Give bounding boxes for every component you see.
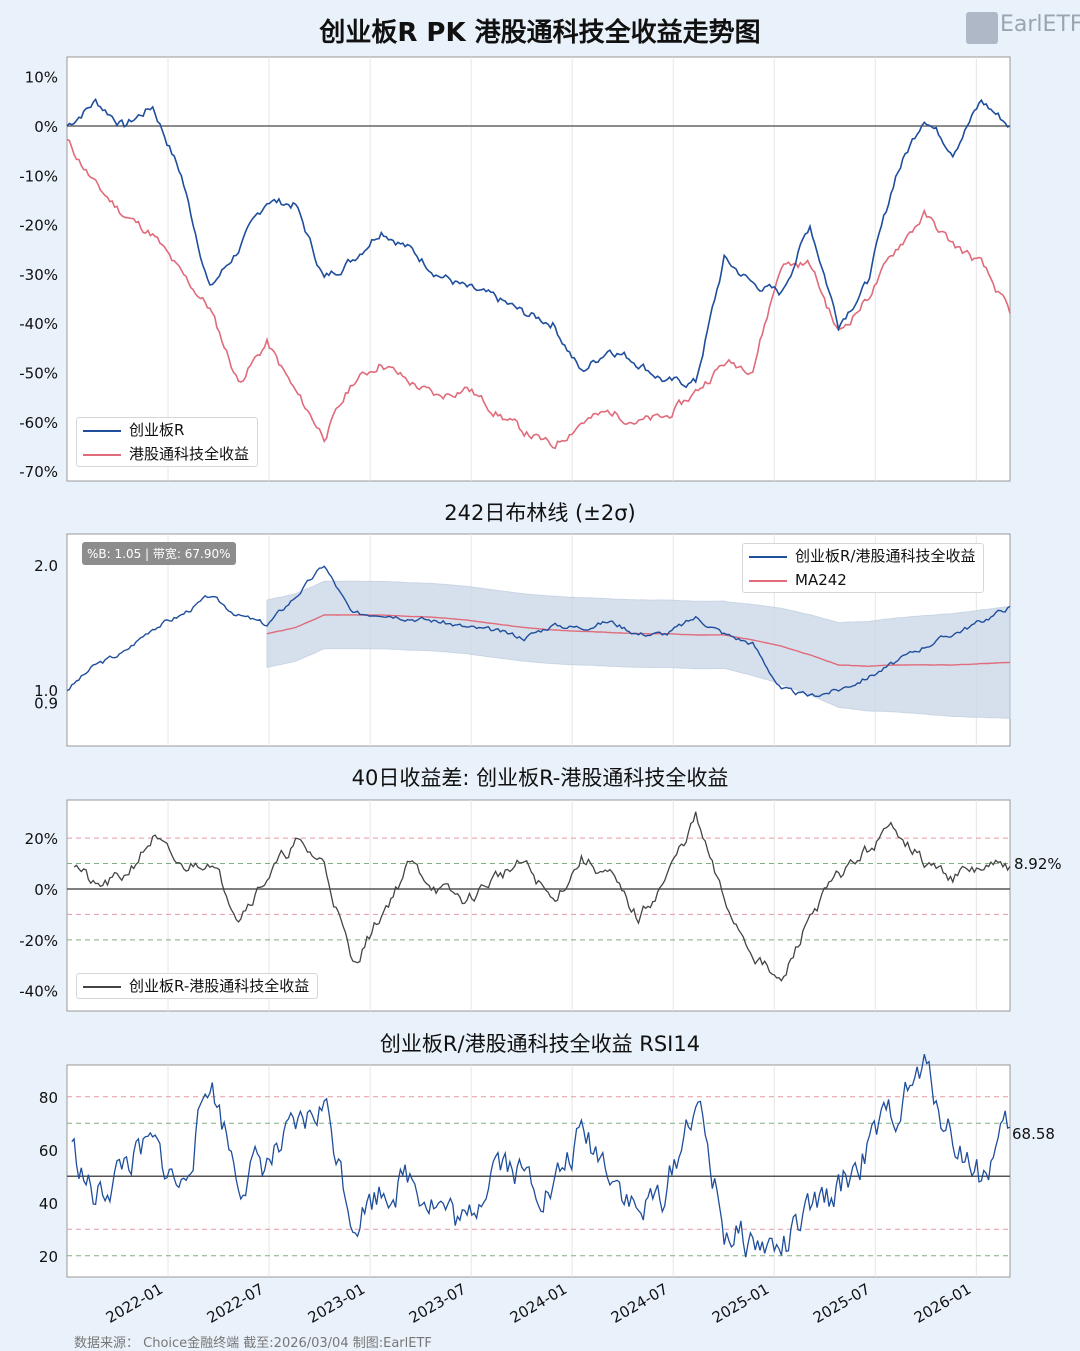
y-tick-label: -40%	[19, 983, 58, 1001]
y-tick-label: 20%	[25, 830, 58, 848]
chart-title: 创业板R PK 港股通科技全收益走势图	[319, 18, 761, 48]
legend-panel3: 创业板R-港股通科技全收益	[76, 973, 319, 999]
series-line-chinext	[66, 97, 1011, 389]
y-tick-label: -40%	[19, 315, 58, 333]
ma242-line	[266, 614, 1011, 668]
y-tick-label: -10%	[19, 167, 58, 185]
x-tick-label: 2025-01	[709, 1280, 772, 1327]
rsi-end-value: 68.58	[1012, 1125, 1055, 1143]
legend-panel1: 创业板R 港股通科技全收益	[76, 417, 259, 467]
logo-text: EarlETF	[1000, 12, 1080, 37]
legend-item-ratio: 创业板R/港股通科技全收益	[743, 544, 983, 568]
x-tick-label: 2023-01	[305, 1280, 368, 1327]
series-line-hk-tech	[66, 138, 1011, 450]
y-tick-label: 20	[39, 1248, 58, 1266]
x-tick-label: 2024-01	[507, 1280, 570, 1327]
x-tick-label: 2024-07	[608, 1280, 671, 1327]
diff-end-value: 8.92%	[1014, 855, 1062, 873]
logo-icon	[966, 12, 998, 44]
bollinger-band	[266, 580, 1011, 719]
legend-item-series-a: 创业板R	[77, 418, 257, 442]
y-tick-label: 80	[39, 1089, 58, 1107]
legend-label: 港股通科技全收益	[129, 445, 250, 463]
rsi-line	[71, 1054, 1011, 1258]
diff-line	[73, 811, 1011, 982]
y-tick-label: 2.0	[34, 557, 58, 575]
x-tick-label: 2022-01	[103, 1280, 166, 1327]
y-tick-label: -60%	[19, 414, 58, 432]
y-tick-label: -20%	[19, 217, 58, 235]
y-tick-label: 40	[39, 1195, 58, 1213]
ratio-line	[66, 565, 1011, 697]
y-tick-label: 60	[39, 1142, 58, 1160]
legend-label: 创业板R	[129, 421, 185, 439]
y-tick-label: 10%	[25, 69, 58, 87]
bollinger-badge: %B: 1.05 | 带宽: 67.90%	[82, 542, 236, 565]
x-tick-label: 2023-07	[406, 1280, 469, 1327]
x-tick-label: 2022-07	[204, 1280, 267, 1327]
legend-item-diff: 创业板R-港股通科技全收益	[77, 974, 317, 998]
y-tick-label: 0%	[34, 881, 58, 899]
panel3-title: 40日收益差: 创业板R-港股通科技全收益	[351, 766, 729, 790]
logo: EarlETF	[966, 12, 1080, 46]
legend-item-series-b: 港股通科技全收益	[77, 442, 257, 466]
y-tick-label: -50%	[19, 365, 58, 383]
legend-label: 创业板R-港股通科技全收益	[129, 977, 310, 995]
plot-area	[66, 1064, 1011, 1278]
x-tick-label: 2026-01	[911, 1280, 974, 1327]
panel2-title: 242日布林线 (±2σ)	[444, 501, 636, 525]
y-tick-label: 0%	[34, 118, 58, 136]
panel4-title: 创业板R/港股通科技全收益 RSI14	[379, 1032, 701, 1056]
legend-label: 创业板R/港股通科技全收益	[795, 547, 976, 565]
y-tick-label: -70%	[19, 463, 58, 481]
y-tick-label: 1.0	[34, 682, 58, 700]
source-note: 数据来源： Choice金融终端 截至:2026/03/04 制图:EarlET…	[74, 1336, 432, 1351]
legend-panel2: 创业板R/港股通科技全收益 MA242	[742, 543, 985, 593]
y-tick-label: -20%	[19, 932, 58, 950]
y-tick-label: -30%	[19, 266, 58, 284]
x-tick-label: 2025-07	[810, 1280, 873, 1327]
legend-label: MA242	[795, 571, 847, 589]
y-tick-label: 0.9	[34, 694, 58, 712]
legend-item-ma242: MA242	[743, 568, 983, 592]
